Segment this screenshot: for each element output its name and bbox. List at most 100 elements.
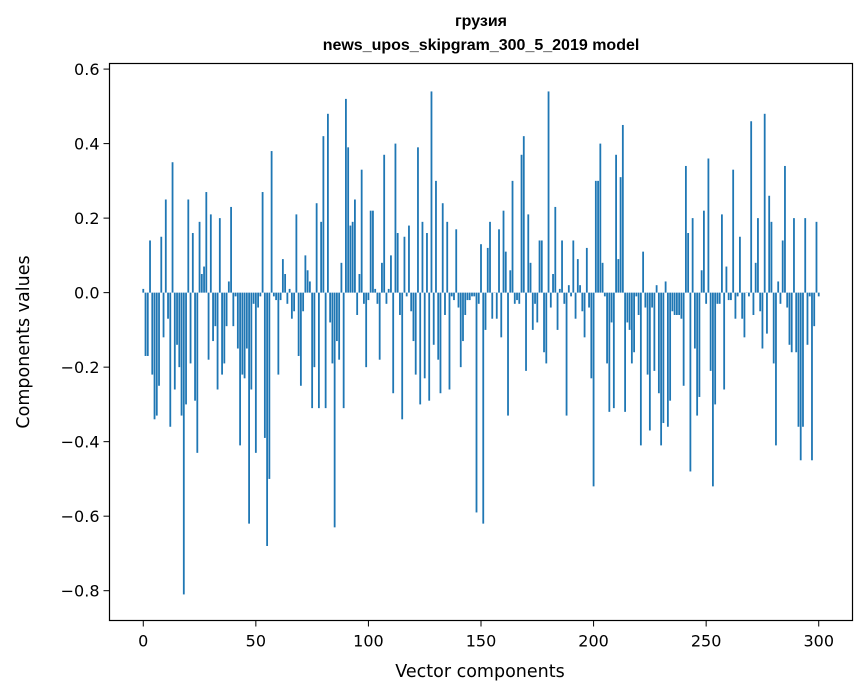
bar-99 xyxy=(365,292,368,368)
bar-27 xyxy=(203,266,205,293)
bar-215 xyxy=(626,292,629,323)
bar-124 xyxy=(421,221,424,293)
bar-34 xyxy=(218,218,221,293)
bar-178 xyxy=(543,292,545,353)
bar-72 xyxy=(304,255,307,293)
bar-94 xyxy=(354,199,356,293)
bar-37 xyxy=(225,292,228,327)
bar-189 xyxy=(567,285,570,293)
bar-197 xyxy=(585,247,588,293)
bar-299 xyxy=(815,221,818,293)
bar-273 xyxy=(757,218,759,293)
bar-3 xyxy=(149,240,151,293)
bar-23 xyxy=(194,292,196,401)
bar-136 xyxy=(448,292,451,390)
bar-179 xyxy=(545,292,548,364)
bar-28 xyxy=(205,192,208,293)
bar-41 xyxy=(234,292,237,297)
bar-79 xyxy=(320,221,323,293)
bar-162 xyxy=(507,292,509,416)
bar-220 xyxy=(637,292,640,315)
bar-106 xyxy=(381,262,383,293)
bar-48 xyxy=(250,292,253,390)
bar-181 xyxy=(549,292,552,308)
bar-177 xyxy=(540,240,543,293)
bar-158 xyxy=(498,229,500,293)
bar-29 xyxy=(207,292,210,360)
bar-44 xyxy=(241,292,244,375)
bar-278 xyxy=(768,195,771,293)
bar-105 xyxy=(378,292,381,360)
bar-33 xyxy=(216,292,219,390)
bar-180 xyxy=(547,91,550,293)
bar-242 xyxy=(687,233,690,293)
bar-126 xyxy=(426,233,428,293)
bar-65 xyxy=(288,288,291,293)
bar-200 xyxy=(592,292,595,487)
bar-43 xyxy=(239,292,241,446)
bar-102 xyxy=(372,210,374,293)
y-tick-label: −0.8 xyxy=(61,582,100,601)
bar-222 xyxy=(642,251,645,293)
bar-207 xyxy=(608,292,611,412)
bar-260 xyxy=(727,292,730,301)
y-tick-label: −0.4 xyxy=(61,433,100,452)
bar-202 xyxy=(597,180,599,293)
bar-20 xyxy=(187,199,190,293)
bar-232 xyxy=(664,281,667,293)
bar-195 xyxy=(581,292,584,312)
bar-204 xyxy=(601,262,604,293)
bar-118 xyxy=(408,225,410,293)
bar-245 xyxy=(693,292,696,349)
bar-221 xyxy=(639,292,642,446)
chart-title: грузия xyxy=(455,13,507,30)
bar-21 xyxy=(189,292,192,364)
bar-265 xyxy=(739,236,741,293)
bar-187 xyxy=(563,292,566,304)
bar-150 xyxy=(480,244,482,293)
bar-108 xyxy=(385,292,388,304)
bar-38 xyxy=(227,281,230,293)
bar-98 xyxy=(363,292,365,304)
bar-69 xyxy=(297,292,300,356)
bar-173 xyxy=(531,292,534,330)
bar-161 xyxy=(504,251,507,293)
bar-292 xyxy=(799,292,802,461)
bar-196 xyxy=(583,292,586,338)
bar-138 xyxy=(453,292,455,301)
bar-19 xyxy=(185,292,187,405)
bar-66 xyxy=(290,292,293,319)
y-tick-label: −0.2 xyxy=(61,358,100,377)
bar-6 xyxy=(155,292,158,416)
bar-95 xyxy=(356,292,359,315)
bar-274 xyxy=(759,292,762,312)
bar-123 xyxy=(419,292,422,405)
bar-90 xyxy=(345,98,347,293)
bar-100 xyxy=(367,292,370,301)
bar-129 xyxy=(432,292,435,345)
bar-8 xyxy=(160,236,163,293)
bar-57 xyxy=(270,151,273,293)
bar-12 xyxy=(169,292,172,427)
bar-165 xyxy=(513,292,516,304)
bar-7 xyxy=(158,292,160,386)
bar-147 xyxy=(473,292,476,297)
bar-198 xyxy=(588,292,590,308)
bar-298 xyxy=(813,292,816,327)
bar-42 xyxy=(236,292,239,349)
bar-293 xyxy=(802,292,804,427)
bar-199 xyxy=(590,292,593,379)
bar-285 xyxy=(784,165,786,293)
bar-280 xyxy=(772,292,775,364)
bar-80 xyxy=(322,136,325,293)
bar-88 xyxy=(340,262,343,293)
y-tick-label: 0.4 xyxy=(74,135,99,154)
bar-82 xyxy=(327,113,329,293)
bar-244 xyxy=(691,218,694,293)
bar-171 xyxy=(527,214,530,293)
bar-174 xyxy=(534,292,536,304)
bar-17 xyxy=(180,292,183,416)
bar-277 xyxy=(766,292,768,334)
bars-group xyxy=(142,91,820,595)
bar-93 xyxy=(351,221,354,293)
